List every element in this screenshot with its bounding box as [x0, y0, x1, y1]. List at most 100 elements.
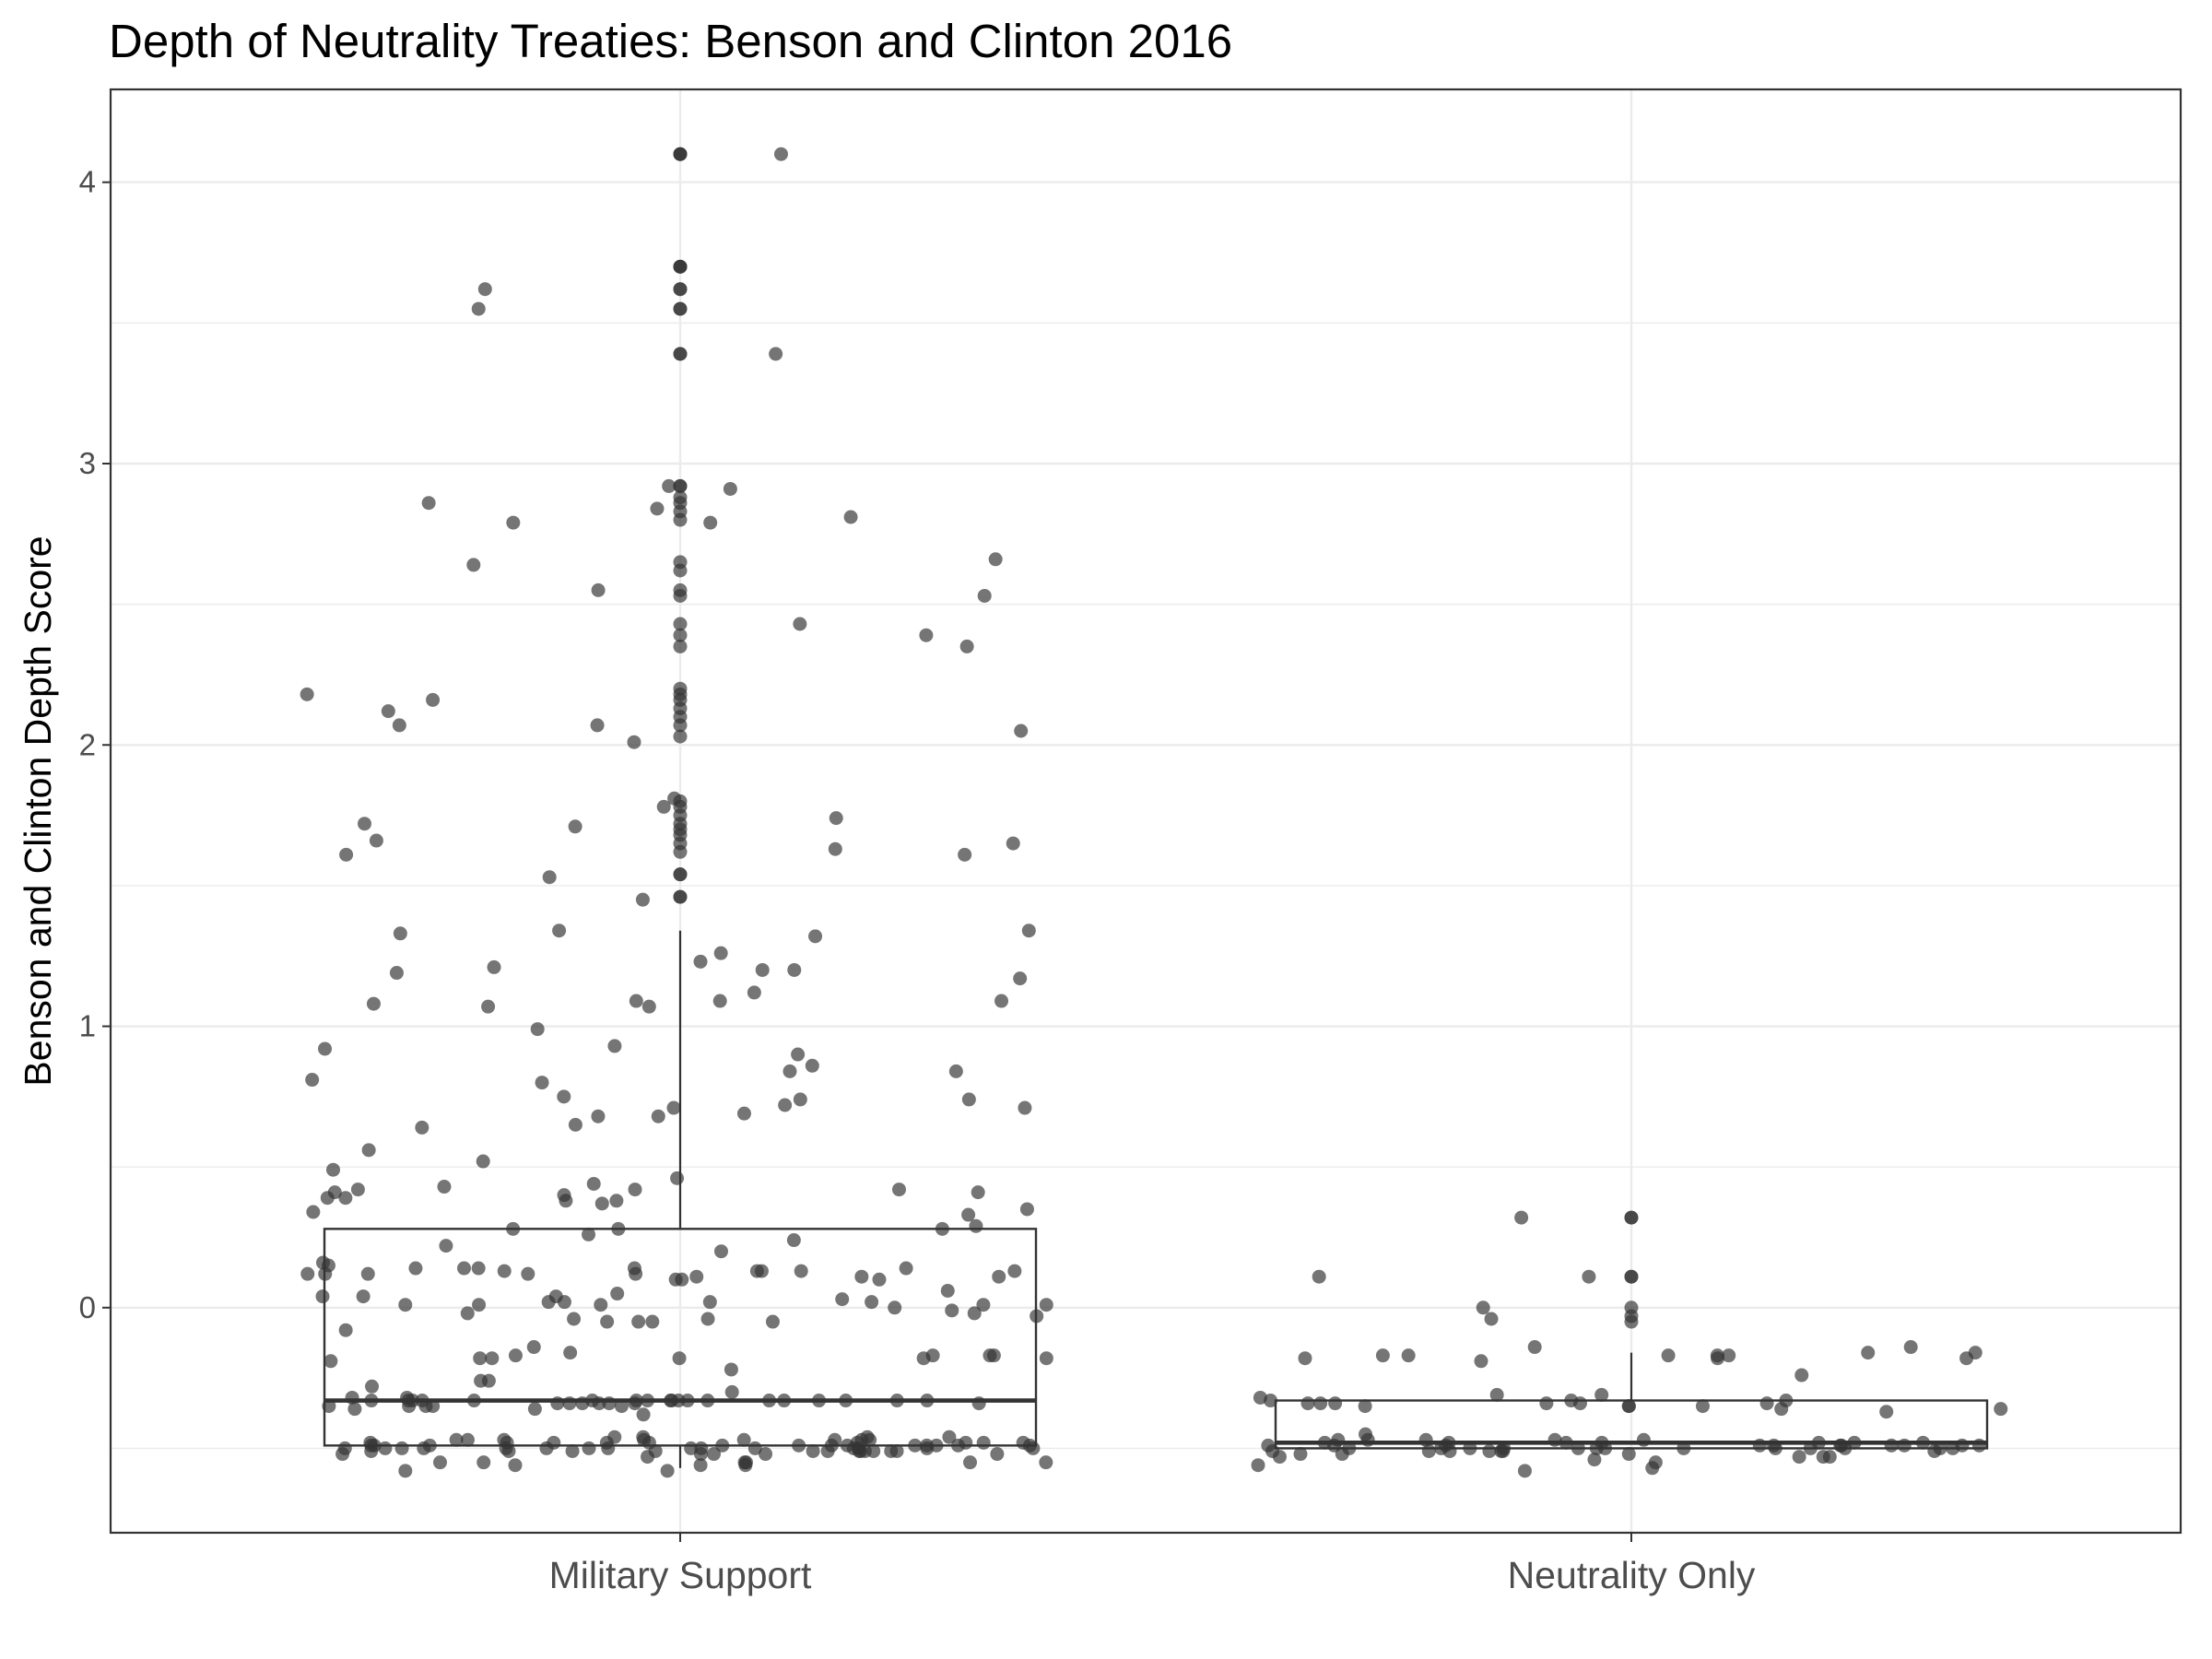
data-point [1722, 1348, 1736, 1363]
data-point [713, 1244, 728, 1259]
data-point [527, 1402, 542, 1417]
data-point [786, 1233, 801, 1248]
data-point [530, 1022, 545, 1037]
x-tick-label: Neutrality Only [1508, 1554, 1756, 1596]
data-point [940, 1283, 955, 1298]
data-point [1587, 1453, 1602, 1467]
data-point [1897, 1438, 1912, 1453]
data-point [806, 1443, 820, 1458]
data-point [627, 735, 641, 749]
data-point [990, 1447, 1005, 1462]
data-point [1039, 1298, 1053, 1312]
data-point [794, 1264, 808, 1278]
data-point [600, 1314, 615, 1329]
data-point [1695, 1399, 1710, 1414]
data-point [773, 147, 788, 161]
data-point [992, 1269, 1006, 1284]
data-point [460, 1432, 475, 1447]
data-point [872, 1272, 887, 1287]
data-point [693, 954, 708, 969]
data-point [635, 892, 650, 907]
data-point [959, 1435, 973, 1450]
data-point [439, 1239, 453, 1253]
data-point [959, 639, 974, 653]
data-point [961, 1092, 976, 1107]
data-point [392, 718, 406, 733]
data-point [1822, 1450, 1837, 1465]
data-point [1482, 1443, 1497, 1458]
data-point [961, 1207, 976, 1222]
data-point [919, 628, 934, 642]
data-point [673, 718, 688, 733]
data-point [466, 1394, 481, 1408]
data-point [641, 1450, 655, 1465]
data-point [892, 1182, 907, 1197]
data-point [1959, 1351, 1974, 1366]
data-point [977, 588, 992, 603]
data-point [629, 1266, 643, 1281]
data-point [552, 924, 567, 938]
chart-title: Depth of Neutrality Treaties: Benson and… [109, 15, 1232, 67]
y-tick-label: 4 [79, 165, 96, 199]
data-point [1030, 1309, 1044, 1324]
data-point [759, 1447, 773, 1462]
data-point [777, 1394, 792, 1408]
data-point [590, 718, 605, 733]
data-point [963, 1455, 978, 1470]
data-point [1014, 724, 1029, 738]
data-point [1589, 1441, 1604, 1455]
data-point [1300, 1396, 1315, 1411]
data-point [568, 1117, 582, 1132]
data-point [673, 729, 688, 744]
data-point [693, 1458, 708, 1473]
data-point [889, 1394, 904, 1408]
data-point [629, 994, 643, 1008]
data-point [500, 1435, 514, 1450]
data-point [1927, 1443, 1942, 1458]
data-point [358, 817, 371, 831]
data-point [641, 1435, 656, 1450]
data-point [976, 1435, 991, 1450]
data-point [935, 1221, 949, 1236]
data-point [457, 1261, 472, 1276]
data-point [1946, 1441, 1960, 1455]
data-point [755, 962, 770, 977]
data-point [713, 946, 728, 960]
data-point [1971, 1438, 1986, 1453]
data-point [1792, 1450, 1806, 1465]
data-point [673, 478, 688, 493]
data-point [1018, 1100, 1032, 1115]
data-point [1007, 1264, 1022, 1278]
data-point [673, 512, 688, 527]
data-point [908, 1438, 923, 1453]
data-point [567, 1312, 582, 1326]
data-point [976, 1298, 991, 1312]
data-point [1861, 1346, 1876, 1360]
data-point [366, 996, 381, 1011]
data-point [702, 1295, 717, 1310]
data-point [703, 515, 718, 530]
data-point [521, 1266, 535, 1281]
data-point [863, 1432, 877, 1447]
data-point [843, 510, 858, 524]
data-point [535, 1076, 549, 1090]
data-point [394, 1441, 409, 1455]
data-point [787, 962, 802, 977]
data-point [724, 1384, 739, 1399]
data-point [664, 1394, 678, 1408]
data-point [1559, 1435, 1573, 1450]
data-point [1794, 1368, 1809, 1382]
data-point [724, 1362, 738, 1377]
data-point [585, 1394, 600, 1408]
data-point [1915, 1435, 1930, 1450]
data-point [324, 1354, 338, 1369]
data-point [472, 1298, 487, 1312]
data-point [792, 1438, 806, 1453]
data-point [805, 1058, 819, 1073]
data-point [1016, 1435, 1030, 1450]
data-point [1358, 1399, 1372, 1414]
data-point [778, 1098, 793, 1112]
data-point [1636, 1432, 1651, 1447]
